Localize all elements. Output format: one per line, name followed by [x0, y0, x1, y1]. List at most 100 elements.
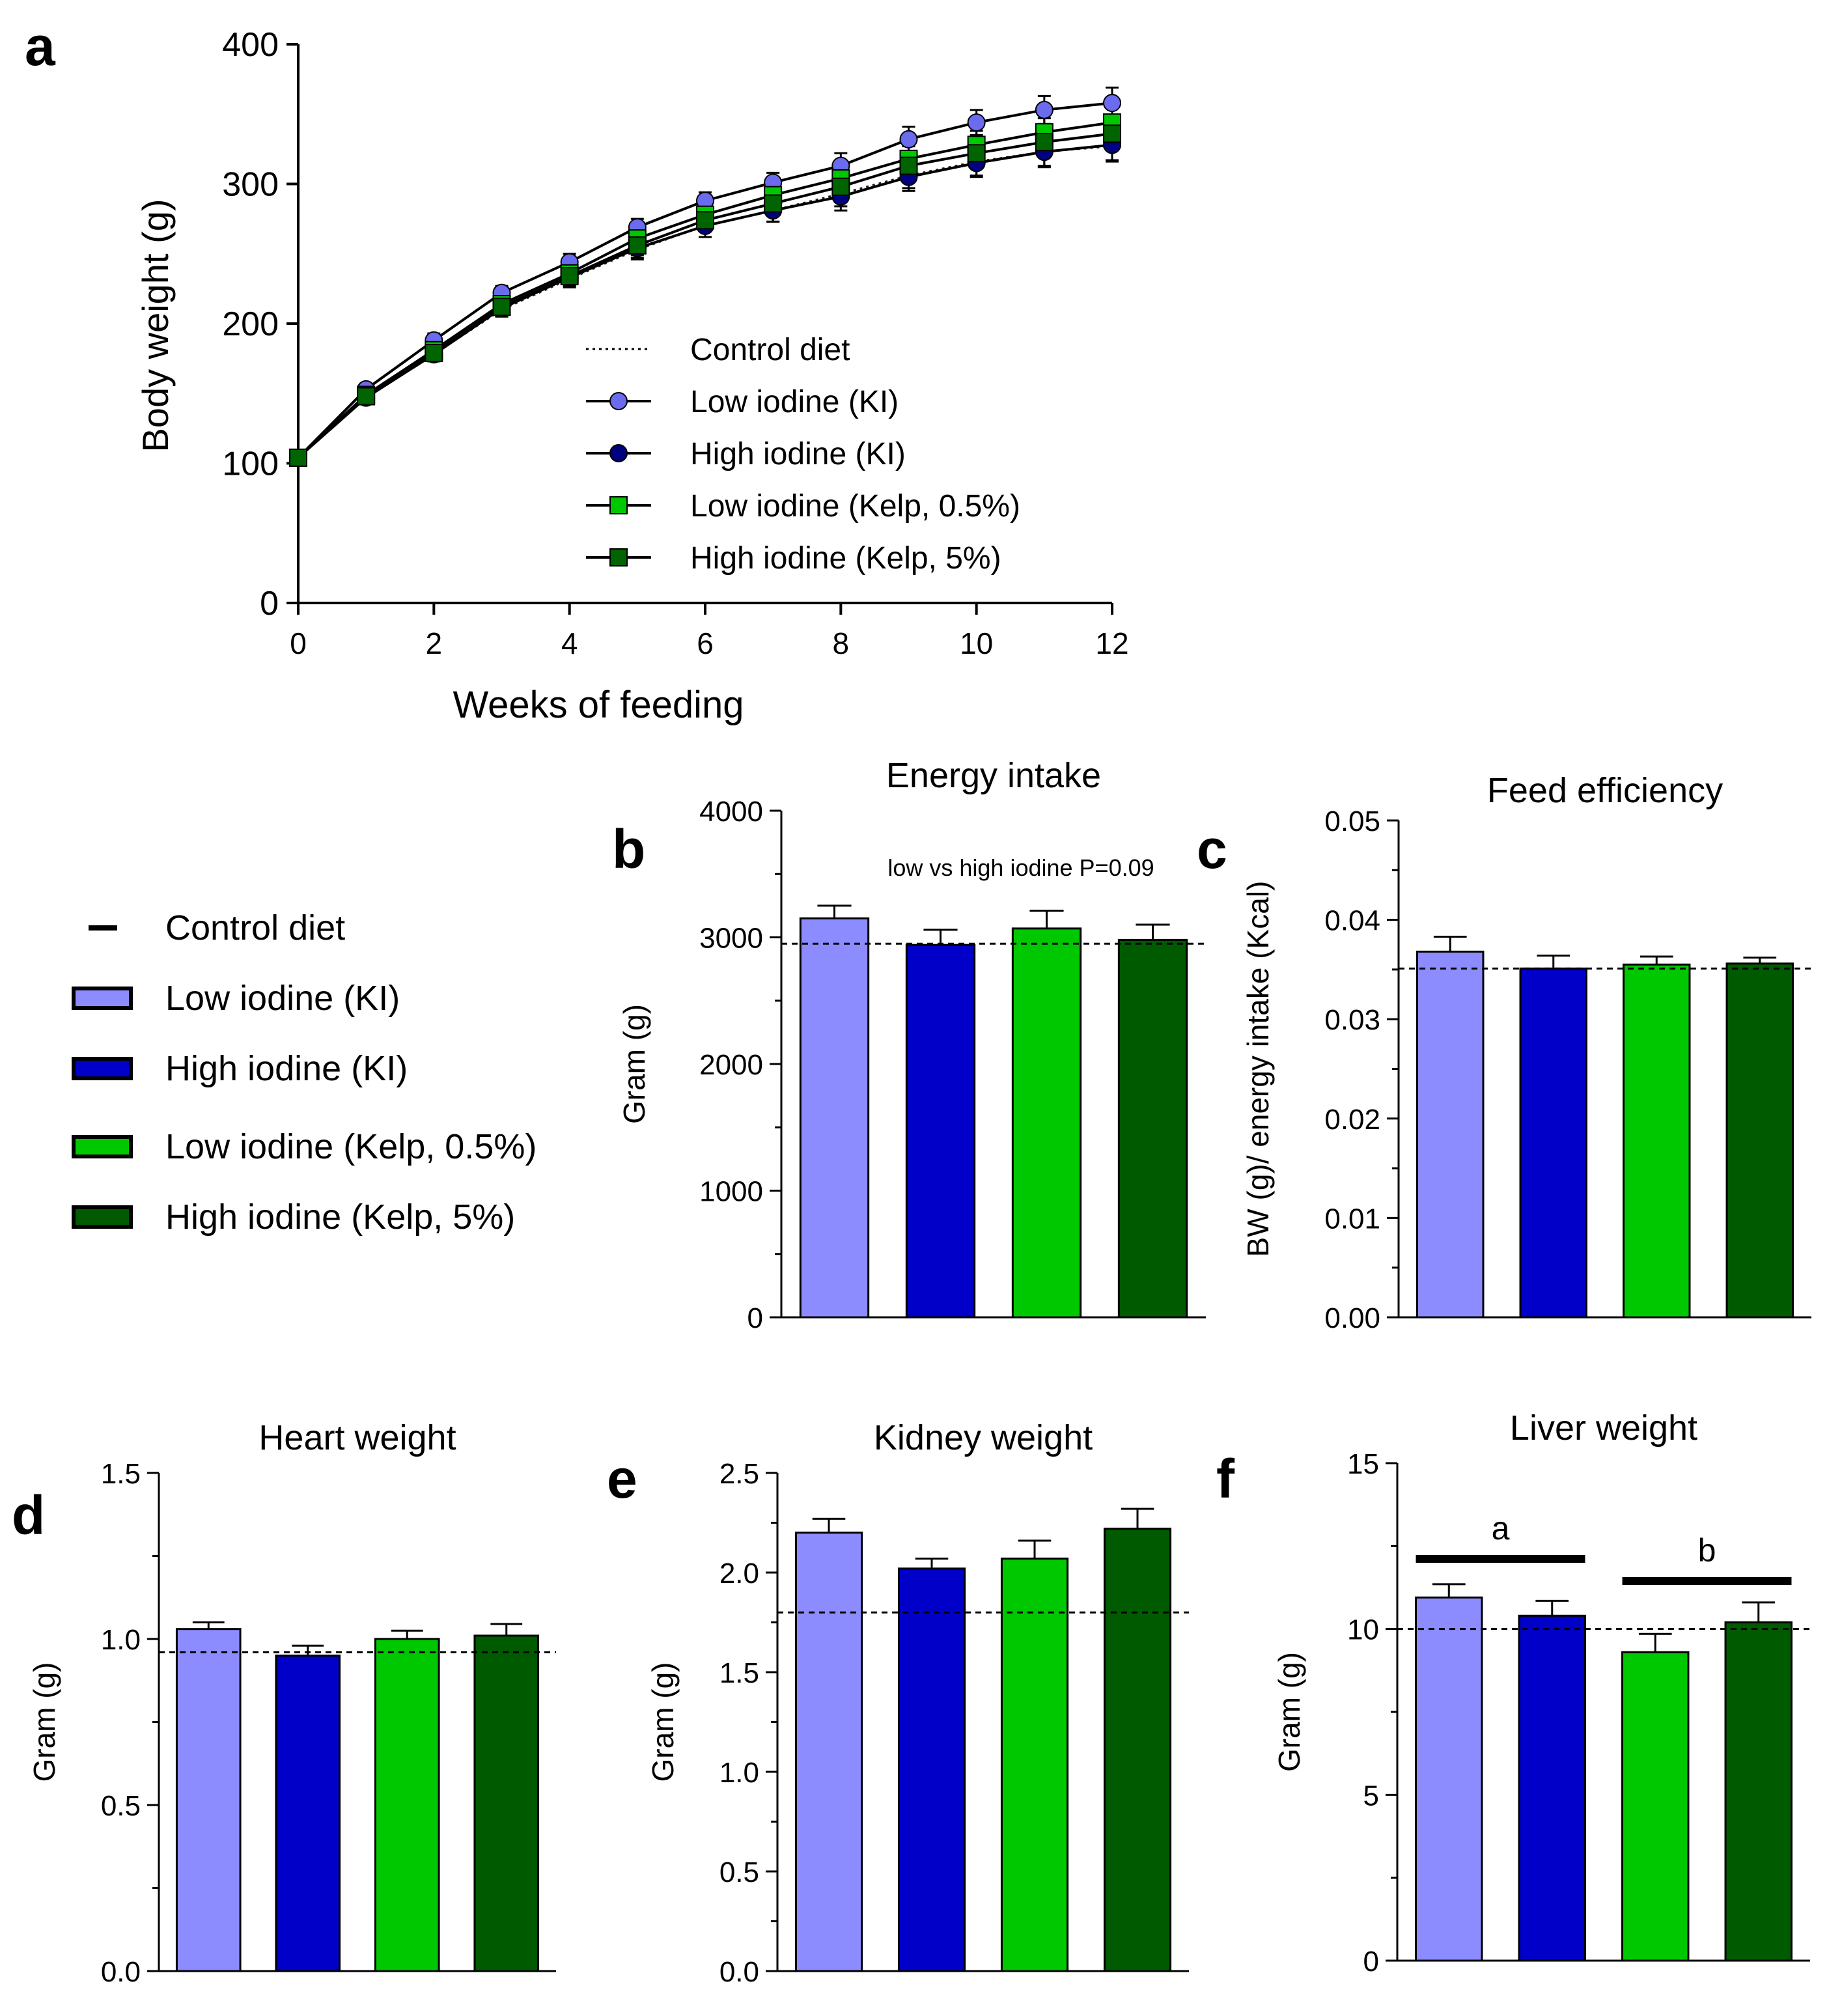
data-point: [899, 130, 918, 148]
y-axis-label: Gram (g): [646, 1662, 680, 1782]
data-point: [831, 177, 850, 196]
panel-letter-e: e: [607, 1448, 637, 1509]
legend-marker: [609, 496, 628, 514]
panel-d: d 0.0 0.5 1.0 1.5 Heart weight Gram (g): [12, 1418, 556, 1988]
y-tick-label: 300: [222, 166, 279, 204]
legend-marker: [609, 548, 628, 567]
y-tick-label: 400: [222, 26, 279, 64]
bar-2: [1000, 1558, 1069, 1972]
bar-3: [1103, 1528, 1172, 1972]
shared-legend: Control diet Low iodine (KI) High iodine (…: [72, 908, 537, 1237]
y-tick-label: 4000: [699, 796, 763, 828]
legend-label: Control diet: [165, 908, 345, 947]
y-tick-label: 0.02: [1324, 1104, 1380, 1136]
chart-title: Feed efficiency: [1487, 771, 1723, 810]
panel-c: c 0.00 0.01 0.02 0.03 0.04 0.05 Feed efficiency…: [1197, 771, 1811, 1334]
legend-swatch: [72, 1135, 133, 1158]
y-tick-label: 2.5: [719, 1458, 759, 1490]
bar-3: [473, 1634, 540, 1972]
y-tick-label: 0.05: [1324, 805, 1380, 837]
bar-0: [1415, 1596, 1483, 1962]
y-tick-label: 0: [1363, 1946, 1379, 1978]
legend-label: High iodine (KI): [690, 437, 906, 471]
legend-swatch: [72, 987, 133, 1010]
y-axis-label: Gram (g): [27, 1662, 61, 1782]
y-tick-label: 1.5: [101, 1458, 141, 1490]
y-tick-label: 0.03: [1324, 1004, 1380, 1036]
chart-title: Energy intake: [886, 756, 1101, 795]
y-axis-label: BW (g)/ energy intake (Kcal): [1241, 881, 1275, 1257]
x-tick-label: 12: [1095, 626, 1128, 660]
y-tick-label: 1.0: [101, 1624, 141, 1656]
y-tick-label: 0.5: [101, 1790, 141, 1822]
legend-label: Low iodine (Kelp, 0.5%): [165, 1127, 537, 1166]
y-tick-label: 0.0: [719, 1956, 759, 1988]
y-tick-label: 5: [1363, 1780, 1379, 1812]
legend-label: Control diet: [690, 333, 850, 367]
bar-2: [1011, 927, 1082, 1319]
y-tick-label: 0: [747, 1302, 763, 1334]
bar-0: [799, 917, 870, 1319]
annotation-text: low vs high iodine P=0.09: [887, 854, 1154, 881]
legend-label: Low iodine (KI): [165, 979, 400, 1018]
y-axis-label: Body weight (g): [135, 199, 176, 452]
bar-3: [1117, 938, 1188, 1319]
x-tick-label: 0: [290, 626, 307, 660]
y-tick-label: 0.0: [101, 1956, 141, 1988]
data-point: [289, 448, 307, 467]
x-axis-label: Weeks of feeding: [453, 684, 744, 726]
panel-letter-c: c: [1197, 819, 1227, 880]
legend-label: High iodine (Kelp, 5%): [690, 541, 1001, 576]
bar-2: [374, 1638, 440, 1972]
y-tick-label: 200: [222, 305, 279, 343]
chart-title: Kidney weight: [874, 1418, 1093, 1457]
data-point: [1035, 133, 1054, 152]
data-point: [899, 156, 918, 175]
bar-1: [905, 944, 976, 1319]
legend-label: High iodine (Kelp, 5%): [165, 1197, 515, 1237]
panel-letter-a: a: [25, 16, 56, 77]
legend-swatch: [72, 1057, 133, 1080]
legend-label: High iodine (KI): [165, 1049, 408, 1088]
legend-label: Low iodine (Kelp, 0.5%): [690, 489, 1020, 524]
y-tick-label: 1.0: [719, 1757, 759, 1789]
y-tick-label: 0: [260, 585, 279, 623]
y-tick-label: 1000: [699, 1176, 763, 1208]
legend-swatch: [72, 1205, 133, 1229]
y-tick-label: 0.5: [719, 1856, 759, 1888]
legend-marker: [609, 392, 628, 410]
data-point: [628, 236, 647, 255]
data-point: [1035, 100, 1054, 119]
bar-0: [794, 1532, 863, 1972]
panel-b: b 0 1000 2000 3000 4000 Energy intake Gram (g) l…: [612, 756, 1206, 1334]
y-tick-label: 100: [222, 445, 279, 483]
y-tick-label: 1.5: [719, 1657, 759, 1689]
x-tick-label: 10: [960, 626, 993, 660]
panel-letter-f: f: [1216, 1448, 1235, 1509]
significance-label: a: [1492, 1510, 1510, 1547]
bar-1: [1519, 967, 1587, 1319]
y-tick-label: 3000: [699, 923, 763, 955]
panel-f: f 0 5 10 15 Liver weight Gram (g) a b: [1216, 1408, 1810, 1978]
y-axis-label: Gram (g): [1272, 1652, 1306, 1772]
data-point: [1103, 94, 1121, 113]
y-tick-label: 2.0: [719, 1558, 759, 1589]
significance-label: b: [1698, 1532, 1716, 1569]
data-point: [425, 344, 443, 363]
bar-1: [897, 1567, 966, 1972]
data-point: [967, 113, 986, 132]
chart-title: Heart weight: [258, 1418, 456, 1457]
panel-a: a 0 100 200 300 400 0 2 4 6 8 10 12 Weeks of feeding B…: [25, 16, 1129, 726]
x-tick-label: 6: [697, 626, 714, 660]
legend-marker: [609, 444, 628, 462]
x-tick-label: 2: [426, 626, 443, 660]
panel-letter-b: b: [612, 819, 645, 880]
panel-e: e 0.0 0.5 1.0 1.5 2.0 2.5 Kidney weight Gram (g): [607, 1418, 1189, 1988]
bar-2: [1623, 963, 1691, 1319]
bar-1: [275, 1655, 341, 1972]
bar-3: [1724, 1621, 1793, 1962]
bar-0: [175, 1628, 242, 1972]
y-axis-label: Gram (g): [617, 1004, 651, 1124]
data-point: [764, 194, 783, 213]
y-tick-label: 2000: [699, 1049, 763, 1081]
